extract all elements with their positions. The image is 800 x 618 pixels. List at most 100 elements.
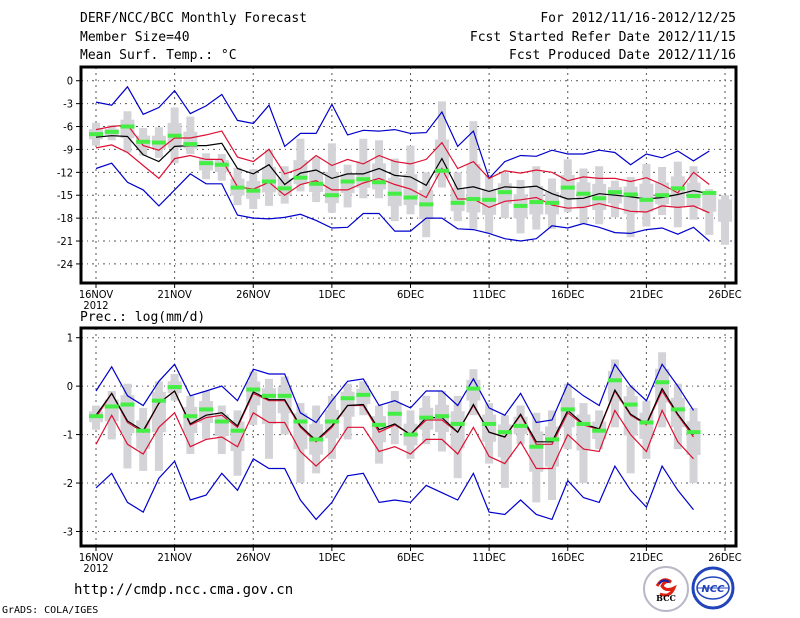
- median-marker: [136, 139, 151, 144]
- x-tick-label: 26DEC: [708, 551, 741, 564]
- median-marker: [199, 407, 214, 412]
- series-line-upper: [95, 124, 710, 194]
- box-iqr: [372, 163, 387, 190]
- median-marker: [387, 411, 402, 416]
- median-marker: [120, 402, 135, 407]
- series-line-lower: [95, 144, 710, 214]
- box-iqr: [670, 176, 685, 206]
- median-marker: [324, 193, 339, 198]
- median-marker: [482, 421, 497, 426]
- median-marker: [120, 124, 135, 129]
- y-tick-label: 0: [67, 380, 73, 393]
- x-tick-label: 26DEC: [708, 288, 741, 301]
- box-iqr: [482, 414, 497, 442]
- median-marker: [151, 140, 166, 145]
- median-marker: [513, 203, 528, 208]
- median-marker: [592, 428, 607, 433]
- median-marker: [450, 421, 465, 426]
- median-marker: [497, 430, 512, 435]
- median-marker: [293, 175, 308, 180]
- median-marker: [529, 444, 544, 449]
- series-line-min: [95, 457, 694, 521]
- median-marker: [356, 392, 371, 397]
- y-tick-label: -21: [57, 235, 73, 248]
- ncc-logo: NCC: [691, 566, 735, 610]
- median-marker: [403, 432, 418, 437]
- box-iqr: [639, 412, 654, 439]
- median-marker: [466, 386, 481, 391]
- median-marker: [230, 428, 245, 433]
- median-marker: [560, 185, 575, 190]
- median-marker: [686, 430, 701, 435]
- median-marker: [482, 197, 497, 202]
- median-marker: [592, 196, 607, 201]
- median-marker: [529, 200, 544, 205]
- box-iqr: [183, 407, 198, 434]
- median-marker: [89, 132, 103, 137]
- series-line-mean: [95, 135, 710, 200]
- median-marker: [104, 129, 119, 134]
- median-marker: [639, 420, 654, 425]
- median-marker: [607, 378, 622, 383]
- median-marker: [576, 191, 591, 196]
- series-line-upper: [95, 389, 694, 445]
- median-marker: [246, 387, 261, 392]
- median-marker: [277, 393, 292, 398]
- median-marker: [340, 396, 355, 401]
- x-tick-label: 21DEC: [630, 551, 663, 564]
- median-marker: [387, 191, 402, 196]
- median-marker: [261, 179, 276, 184]
- y-tick-label: -15: [57, 189, 73, 202]
- median-marker: [199, 161, 214, 166]
- y-tick-label: -9: [63, 143, 73, 156]
- median-marker: [419, 415, 434, 420]
- plot-frame: [79, 65, 738, 285]
- member-size: Member Size=40: [80, 30, 190, 45]
- x-tick-label: 1DEC: [318, 551, 345, 564]
- median-marker: [670, 186, 685, 191]
- x-tick-label: 11DEC: [472, 288, 505, 301]
- median-marker: [686, 193, 701, 198]
- median-marker: [340, 179, 355, 184]
- median-marker: [136, 428, 151, 433]
- median-marker: [576, 421, 591, 426]
- y-tick-label: -24: [57, 258, 73, 271]
- median-marker: [434, 168, 449, 173]
- median-marker: [545, 200, 560, 205]
- median-marker: [545, 437, 560, 442]
- median-marker: [466, 197, 481, 202]
- median-marker: [167, 133, 182, 138]
- x-tick-label: 6DEC: [397, 551, 424, 564]
- box-iqr: [702, 191, 717, 212]
- variable-label-prec: Prec.: log(mm/d): [80, 310, 206, 325]
- bcc-logo-icon: BCC: [655, 578, 677, 603]
- series-line-min: [95, 162, 710, 242]
- box-iqr: [324, 409, 339, 439]
- series-line-lower: [95, 408, 694, 470]
- median-marker: [230, 185, 245, 190]
- series-line-mean: [95, 387, 694, 443]
- median-marker: [104, 404, 119, 409]
- median-marker: [639, 197, 654, 202]
- bcc-logo-text: BCC: [656, 593, 676, 603]
- range-bar: [705, 189, 714, 235]
- median-marker: [183, 414, 198, 419]
- box-iqr: [450, 411, 465, 449]
- median-marker: [261, 393, 276, 398]
- source-url[interactable]: http://cmdp.ncc.cma.gov.cn: [74, 582, 294, 598]
- box-iqr: [529, 431, 544, 472]
- median-marker: [324, 419, 339, 424]
- box-iqr: [120, 119, 135, 139]
- median-marker: [277, 186, 292, 191]
- median-marker: [623, 402, 638, 407]
- median-marker: [403, 195, 418, 200]
- x-tick-label: 21DEC: [630, 288, 663, 301]
- forecast-produced-date: Fcst Produced Date 2012/11/16: [509, 48, 736, 63]
- box-iqr: [482, 188, 497, 215]
- x-tick-label: 26NOV: [236, 288, 271, 301]
- median-marker: [419, 202, 434, 207]
- median-marker: [372, 180, 387, 185]
- median-marker: [623, 192, 638, 197]
